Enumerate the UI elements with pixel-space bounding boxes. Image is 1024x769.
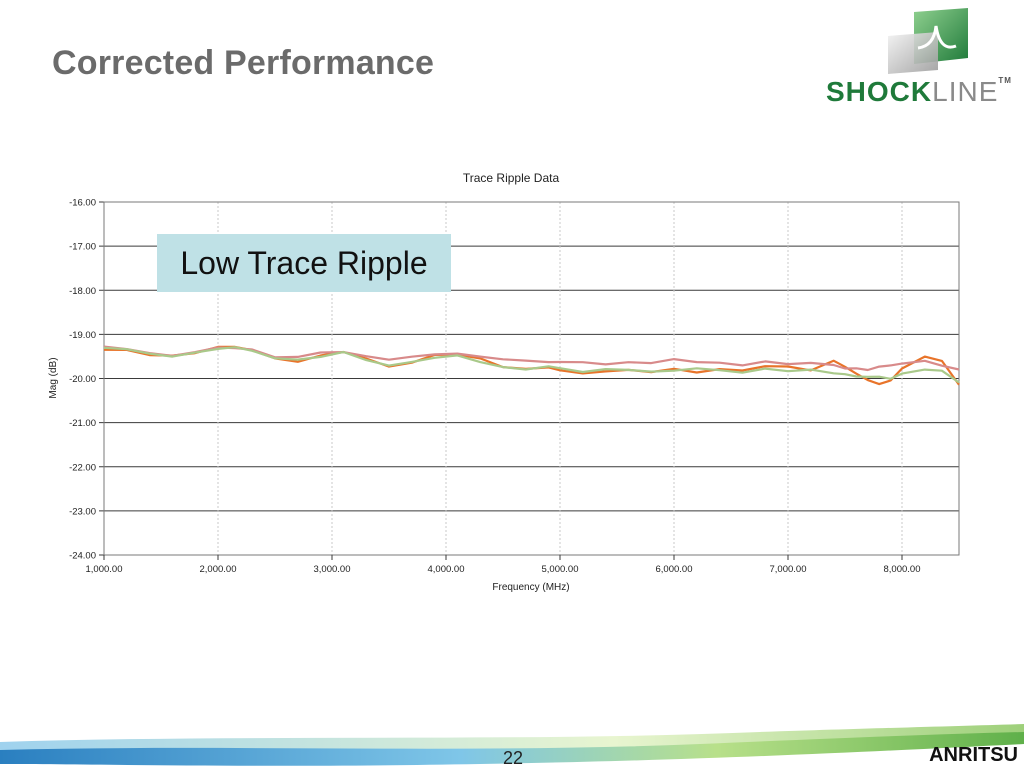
callout-box: Low Trace Ripple [157,234,451,292]
chart-grid [99,201,960,556]
y-axis-label: Mag (dB) [48,357,59,398]
series-line [103,345,960,372]
x-tick-label: 2,000.00 [200,564,237,575]
chart-ticks: -16.00 -17.00 -18.00 -19.00 -20.00 -21.00 -22.… [69,198,920,576]
x-tick-label: 4,000.00 [428,564,465,575]
series-line [103,346,960,384]
x-tick-label: 3,000.00 [314,564,351,575]
x-tick-label: 1,000.00 [86,564,123,575]
x-axis-label: Frequency (MHz) [492,582,569,593]
x-tick-label: 8,000.00 [884,564,921,575]
trace-ripple-chart: Trace Ripple Data -16.00 -17.00 -18.00 -19.… [48,171,960,593]
y-tick-label: -20.00 [69,374,96,385]
y-tick-label: -18.00 [69,286,96,297]
x-tick-label: 7,000.00 [770,564,807,575]
page-number: 22 [503,748,524,768]
y-tick-label: -16.00 [69,198,96,209]
shockline-wordmark: SHOCKLINETM [826,76,1012,108]
y-tick-label: -17.00 [69,242,96,253]
y-tick-label: -23.00 [69,506,96,517]
brand-name: ANRITSU [929,744,1018,766]
y-tick-label: -21.00 [69,418,96,429]
x-tick-label: 6,000.00 [656,564,693,575]
chart-title: Trace Ripple Data [463,171,560,185]
plot-area-frame [103,201,960,556]
logo-word-shock: SHOCK [826,76,933,107]
callout-text: Low Trace Ripple [180,244,428,281]
y-tick-label: -19.00 [69,330,96,341]
shockline-logo-icon [888,8,968,74]
x-tick-label: 5,000.00 [542,564,579,575]
y-tick-label: -24.00 [69,551,96,562]
slide-title: Corrected Performance [52,44,435,82]
logo-word-line: LINE [932,76,999,107]
chart-series [103,345,960,386]
logo-trademark: TM [998,76,1012,85]
footer-wave-decoration [0,724,1024,766]
y-tick-label: -22.00 [69,462,96,473]
